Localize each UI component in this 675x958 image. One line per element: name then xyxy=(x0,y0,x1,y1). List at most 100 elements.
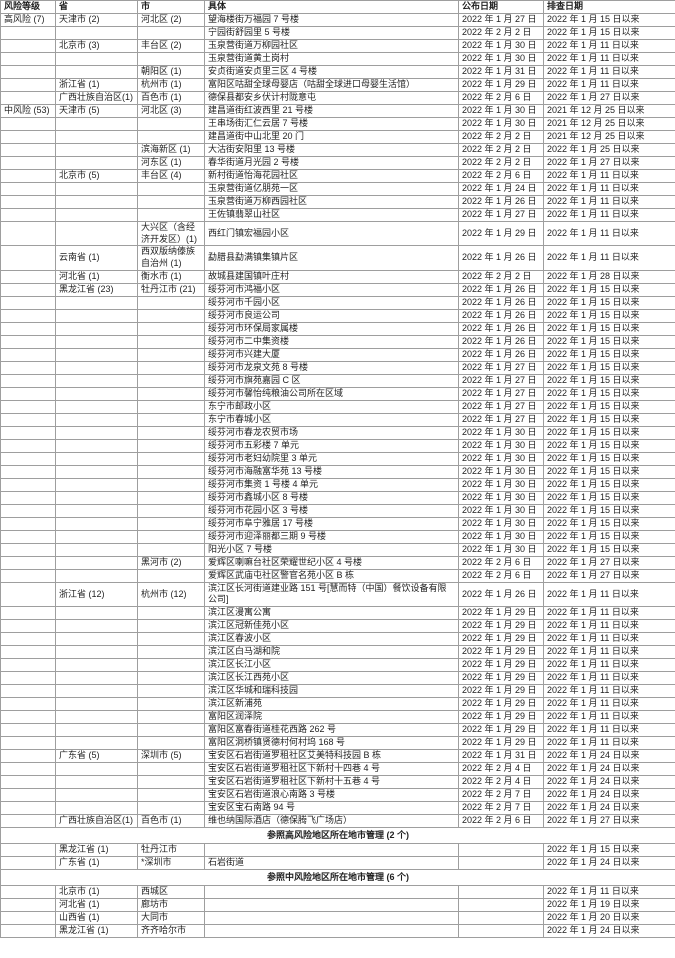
table-cell: 2022 年 1 月 15 日以来 xyxy=(543,373,675,388)
table-cell xyxy=(0,438,56,453)
table-cell: 黑龙江省 (1) xyxy=(55,924,138,939)
table-cell: 2022 年 1 月 26 日 xyxy=(458,308,544,323)
table-row: 玉泉营街道万柳西园社区 2022 年 1 月 26 日 2022 年 1 月 11 … xyxy=(0,195,675,209)
table-cell xyxy=(0,308,56,323)
table-cell xyxy=(55,464,138,479)
table-cell: 2022 年 1 月 15 日以来 xyxy=(543,451,675,466)
table-cell xyxy=(0,568,56,583)
table-cell: 绥芬河市花园小区 3 号楼 xyxy=(204,503,459,518)
table-cell xyxy=(55,710,138,725)
table-cell: 2022 年 1 月 11 日以来 xyxy=(543,39,675,53)
table-cell xyxy=(0,373,56,388)
table-cell: 宝安区石岩街道罗租社区下新村十四巷 4 号 xyxy=(204,762,459,777)
table-cell: 2022 年 1 月 11 日以来 xyxy=(543,736,675,751)
table-cell: 石岩街道 xyxy=(204,856,459,871)
table-cell: 德保县都安乡伏计村陇意屯 xyxy=(204,91,459,105)
table-cell xyxy=(0,208,56,222)
table-row: 玉泉营街道亿朋苑一区 2022 年 1 月 24 日 2022 年 1 月 11 日… xyxy=(0,182,675,196)
table-cell: 玉泉营街道黄土岗村 xyxy=(204,52,459,66)
table-cell xyxy=(458,843,544,858)
table-cell: 2022 年 1 月 26 日 xyxy=(458,282,544,297)
table-cell: 绥芬河市老妇幼院里 3 单元 xyxy=(204,451,459,466)
table-cell: 滨江区白马湖和院 xyxy=(204,645,459,660)
table-cell xyxy=(55,632,138,647)
table-cell xyxy=(0,775,56,790)
table-row: 绥芬河市花园小区 3 号楼 2022 年 1 月 30 日 2022 年 1 月 1… xyxy=(0,503,675,518)
table-cell: 2022 年 2 月 6 日 xyxy=(458,169,544,183)
table-cell: 2022 年 1 月 26 日 xyxy=(458,195,544,209)
table-cell xyxy=(137,412,205,427)
table-cell: 2022 年 2 月 2 日 xyxy=(458,143,544,157)
table-row: 黑河市 (2) 爱辉区喇嘛台社区荣耀世纪小区 4 号楼 2022 年 2 月 6 日… xyxy=(0,555,675,570)
table-cell: 滨江区长河街道建业路 151 号[慧而特（中国）餐饮设备有限公司] xyxy=(204,581,459,608)
table-cell: 2022 年 1 月 11 日以来 xyxy=(543,885,675,900)
table-cell xyxy=(55,788,138,803)
table-cell xyxy=(55,438,138,453)
table-cell: 2022 年 1 月 11 日以来 xyxy=(543,195,675,209)
table-cell xyxy=(137,308,205,323)
table-cell: 2022 年 1 月 11 日以来 xyxy=(543,671,675,686)
table-cell: 2022 年 1 月 26 日 xyxy=(458,321,544,336)
table-row: 广西壮族自治区(1) 百色市 (1) 德保县都安乡伏计村陇意屯 2022 年 2 月 … xyxy=(0,91,675,105)
table-cell: 2022 年 1 月 11 日以来 xyxy=(543,52,675,66)
table-cell: 2022 年 1 月 11 日以来 xyxy=(543,632,675,647)
table-cell: 2022 年 1 月 24 日以来 xyxy=(543,762,675,777)
table-cell: 2022 年 1 月 24 日以来 xyxy=(543,801,675,816)
table-cell: 滨海新区 (1) xyxy=(137,143,205,157)
table-cell: 故城县建国镇叶庄村 xyxy=(204,269,459,284)
table-cell xyxy=(55,143,138,157)
table-cell: 安贞街道安贞里三区 4 号楼 xyxy=(204,65,459,79)
table-cell: 2022 年 1 月 15 日以来 xyxy=(543,490,675,505)
table-cell: 2022 年 1 月 15 日以来 xyxy=(543,399,675,414)
table-cell: 2022 年 1 月 11 日以来 xyxy=(543,606,675,621)
table-cell: 2022 年 1 月 30 日 xyxy=(458,542,544,557)
table-cell: 2022 年 1 月 25 日以来 xyxy=(543,143,675,157)
table-cell xyxy=(137,490,205,505)
table-cell: 浙江省 (1) xyxy=(55,78,138,92)
table-cell xyxy=(137,736,205,751)
table-cell xyxy=(0,710,56,725)
table-cell xyxy=(55,451,138,466)
table-cell: 2022 年 1 月 15 日以来 xyxy=(543,503,675,518)
table-cell: 绥芬河市鸿福小区 xyxy=(204,282,459,297)
table-header: 风险等级省市具体 公布日期 排查日期 xyxy=(0,0,675,14)
table-cell: 2022 年 1 月 27 日 xyxy=(458,373,544,388)
table-cell xyxy=(137,52,205,66)
table-row: 滨江区漫寓公寓 2022 年 1 月 29 日 2022 年 1 月 11 日以来 xyxy=(0,606,675,621)
table-cell: 大沽街安阳里 13 号楼 xyxy=(204,143,459,157)
table-cell: 富阳区润泽院 xyxy=(204,710,459,725)
table-cell: 山西省 (1) xyxy=(55,911,138,926)
table-cell: 2022 年 1 月 30 日 xyxy=(458,464,544,479)
table-cell xyxy=(55,412,138,427)
table-cell: 富阳区富春街道桂花西路 262 号 xyxy=(204,723,459,738)
table-cell: 百色市 (1) xyxy=(137,814,205,829)
table-row: 滨江区长江小区 2022 年 1 月 29 日 2022 年 1 月 11 日以来 xyxy=(0,658,675,673)
table-cell xyxy=(55,801,138,816)
table-cell xyxy=(55,425,138,440)
table-cell xyxy=(0,399,56,414)
table-cell: 2022 年 1 月 20 日以来 xyxy=(543,911,675,926)
table-cell: 2022 年 1 月 30 日 xyxy=(458,438,544,453)
table-cell: 绥芬河市龙泉文苑 8 号楼 xyxy=(204,360,459,375)
table-cell xyxy=(0,697,56,712)
section-header-row: 参照高风险地区所在地市管理 (2 个) xyxy=(0,827,675,845)
table-cell xyxy=(0,156,56,170)
table-cell xyxy=(137,334,205,349)
table-cell xyxy=(0,477,56,492)
table-cell: 滨江区春波小区 xyxy=(204,632,459,647)
table-cell: 玉泉营街道万柳西园社区 xyxy=(204,195,459,209)
table-cell: 富阳区洞桥镇贤德村何村坞 168 号 xyxy=(204,736,459,751)
table-cell xyxy=(204,924,459,939)
table-cell xyxy=(137,130,205,144)
table-cell: 王串场街汇仁云居 7 号楼 xyxy=(204,117,459,131)
table-cell xyxy=(137,386,205,401)
table-cell: 2022 年 1 月 27 日 xyxy=(458,386,544,401)
table-cell xyxy=(0,723,56,738)
table-cell xyxy=(0,451,56,466)
table-cell xyxy=(0,39,56,53)
table-cell xyxy=(137,645,205,660)
table-cell: 2022 年 1 月 15 日以来 xyxy=(543,464,675,479)
table-cell: 春华街道月光园 2 号楼 xyxy=(204,156,459,170)
table-cell: 河东区 (1) xyxy=(137,156,205,170)
table-cell: 2022 年 1 月 11 日以来 xyxy=(543,619,675,634)
